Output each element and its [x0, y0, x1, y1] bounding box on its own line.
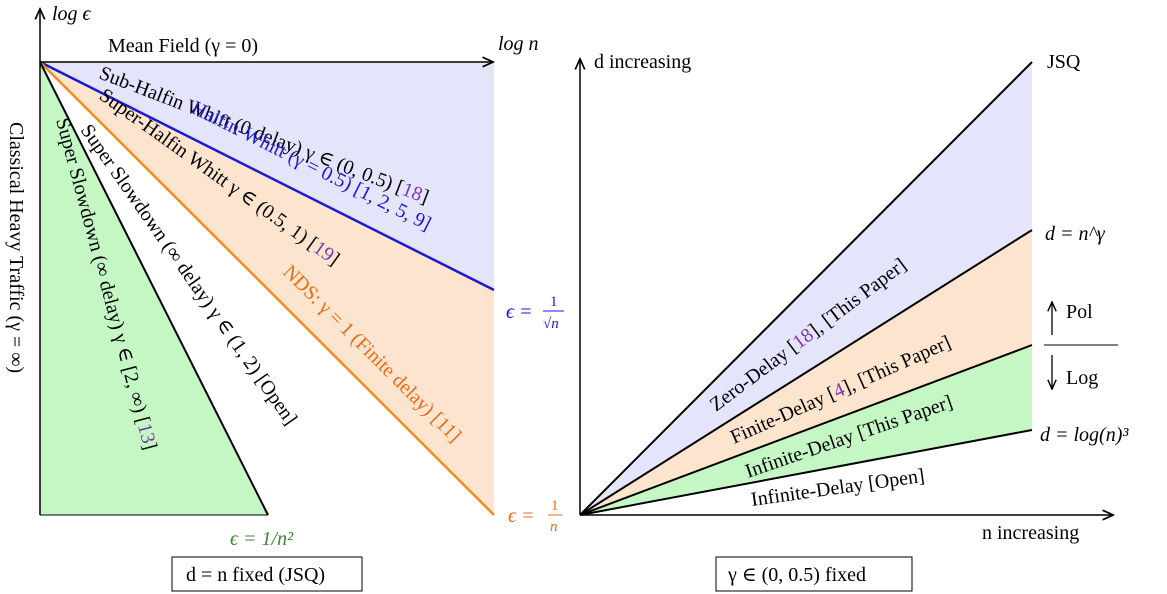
- svg-text:n: n: [550, 519, 558, 535]
- left-caption-box: [171, 556, 363, 592]
- right-x-axis-label: n increasing: [982, 522, 1079, 544]
- jsq-line: [579, 61, 1033, 516]
- super-slowdown-line: [39, 61, 269, 516]
- eps-1-over-n2-label: ϵ = 1/n²: [230, 528, 294, 550]
- eps-sqrt-n-label: ϵ = 1 √n: [506, 294, 564, 332]
- d-log-label: d = log(n)³: [1040, 424, 1129, 446]
- right-diagram: d increasing n increasing JSQ d = n^γ Po…: [579, 51, 1129, 592]
- right-y-axis-label: d increasing: [594, 51, 691, 73]
- svg-text:1: 1: [551, 498, 559, 514]
- pol-log-line: [579, 344, 1033, 516]
- eps-1-over-n-label: ϵ = 1 n: [508, 498, 562, 535]
- d-ngamma-label: d = n^γ: [1045, 223, 1106, 245]
- svg-text:ϵ =: ϵ =: [506, 301, 533, 323]
- right-caption-box: [715, 556, 913, 592]
- right-caption: γ ∈ (0, 0.5) fixed: [727, 564, 866, 586]
- classical-heavy-traffic-label: Classical Heavy Traffic (γ = ∞): [5, 122, 27, 373]
- svg-text:1: 1: [550, 294, 558, 310]
- d-log-line: [579, 429, 1033, 516]
- d-ngamma-line: [579, 229, 1033, 516]
- left-y-axis-label: log ϵ: [52, 3, 92, 25]
- nds-line: [39, 61, 495, 516]
- left-x-axis-label: log n: [498, 33, 539, 55]
- svg-text:√n: √n: [543, 316, 559, 332]
- svg-text:ϵ =: ϵ =: [508, 505, 535, 527]
- pol-label: Pol: [1066, 301, 1093, 323]
- left-caption: d = n fixed (JSQ): [186, 564, 325, 586]
- left-diagram: log ϵ log n Mean Field (γ = 0) Sub-Halfi…: [5, 3, 564, 592]
- jsq-label: JSQ: [1047, 51, 1081, 73]
- mean-field-label: Mean Field (γ = 0): [108, 35, 258, 57]
- halfin-whitt-line: [39, 60, 495, 292]
- log-label: Log: [1066, 367, 1098, 389]
